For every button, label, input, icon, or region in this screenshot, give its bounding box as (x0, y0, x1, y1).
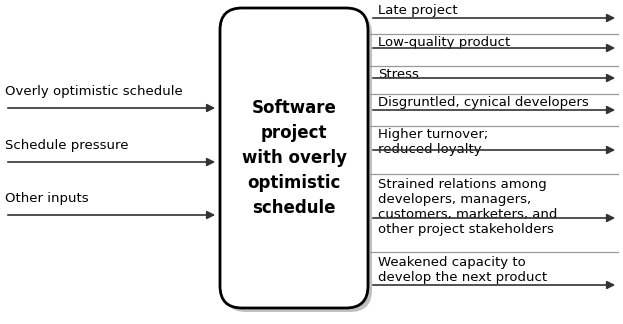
Text: Low-quality product: Low-quality product (378, 36, 510, 49)
Text: Stress: Stress (378, 68, 419, 81)
Text: Disgruntled, cynical developers: Disgruntled, cynical developers (378, 96, 589, 109)
Text: Late project: Late project (378, 4, 458, 17)
Text: Weakened capacity to
develop the next product: Weakened capacity to develop the next pr… (378, 256, 547, 284)
FancyBboxPatch shape (220, 8, 368, 308)
Text: Schedule pressure: Schedule pressure (5, 139, 128, 152)
Text: Higher turnover;
reduced loyalty: Higher turnover; reduced loyalty (378, 128, 488, 156)
Text: Strained relations among
developers, managers,
customers, marketers, and
other p: Strained relations among developers, man… (378, 178, 558, 236)
FancyBboxPatch shape (224, 12, 372, 312)
Text: Software
project
with overly
optimistic
schedule: Software project with overly optimistic … (242, 99, 346, 217)
Text: Overly optimistic schedule: Overly optimistic schedule (5, 85, 183, 98)
Text: Other inputs: Other inputs (5, 192, 88, 205)
